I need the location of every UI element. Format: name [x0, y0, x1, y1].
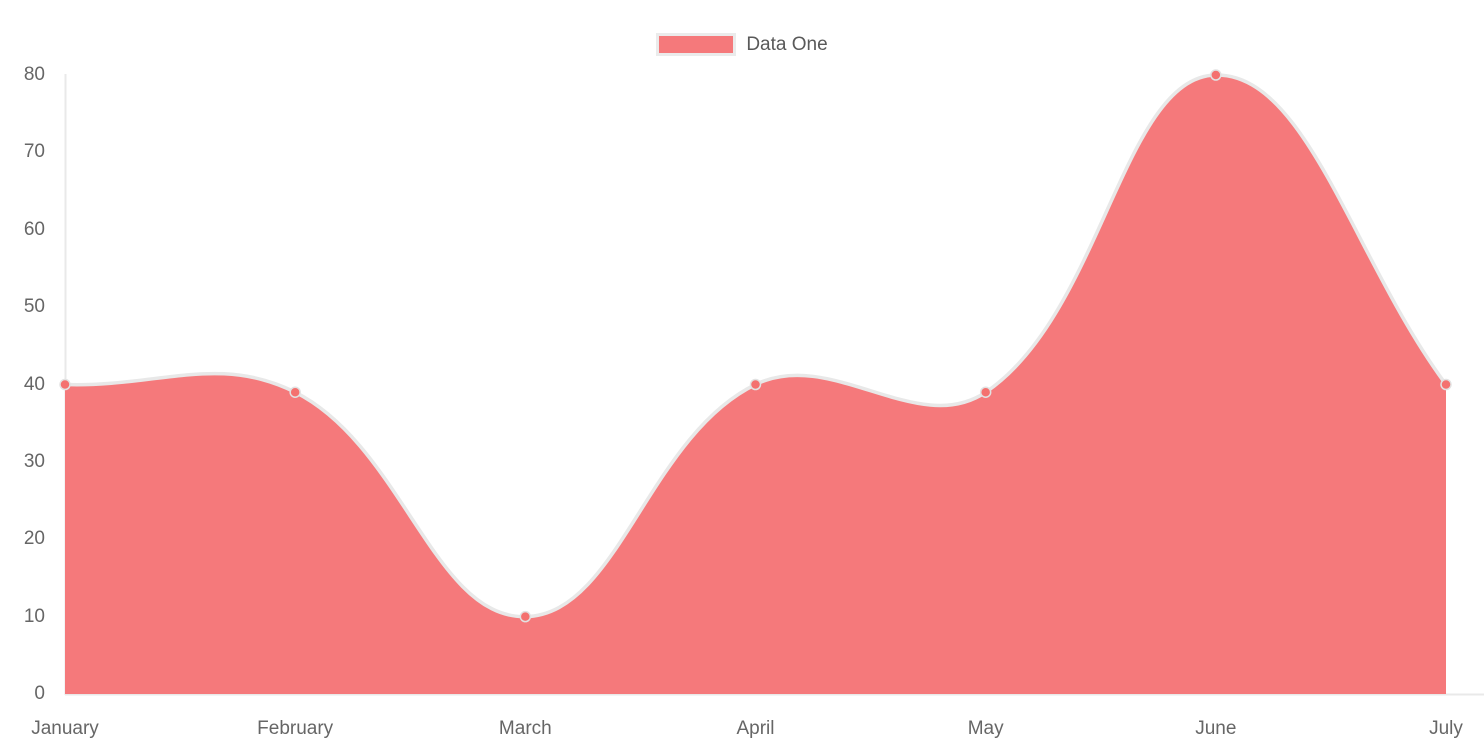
y-tick-label: 60 — [23, 218, 45, 240]
data-point-february[interactable] — [289, 386, 301, 398]
y-tick-label: 0 — [34, 683, 45, 704]
legend-label: Data One — [746, 33, 828, 55]
y-tick-label: 70 — [23, 141, 45, 163]
x-tick-label: April — [736, 718, 775, 739]
y-tick-label: 50 — [23, 296, 45, 318]
x-tick-label: June — [1195, 718, 1237, 739]
chart-legend[interactable]: Data One — [0, 33, 1484, 56]
data-point-april[interactable] — [749, 378, 762, 391]
data-point-march[interactable] — [519, 610, 532, 623]
y-tick-label: 30 — [23, 450, 45, 472]
y-tick-label: 40 — [23, 373, 45, 395]
y-tick-label: 10 — [23, 605, 45, 627]
data-point-july[interactable] — [1440, 378, 1452, 391]
x-tick-label: February — [257, 718, 334, 739]
x-tick-label: January — [31, 718, 99, 739]
x-tick-label: July — [1429, 718, 1463, 739]
area-fill — [65, 74, 1446, 695]
data-point-january[interactable] — [59, 378, 71, 391]
x-tick-label: March — [498, 718, 552, 739]
x-tick-label: May — [967, 718, 1004, 739]
data-point-june[interactable] — [1210, 69, 1222, 81]
y-tick-label: 20 — [23, 528, 45, 550]
y-tick-label: 80 — [23, 64, 45, 85]
data-point-may[interactable] — [979, 386, 992, 398]
data-points[interactable] — [59, 69, 1452, 623]
series-line — [63, 73, 1448, 619]
legend-swatch — [656, 33, 737, 56]
y-axis-labels: 80 70 60 50 40 30 20 10 0 — [0, 0, 45, 756]
